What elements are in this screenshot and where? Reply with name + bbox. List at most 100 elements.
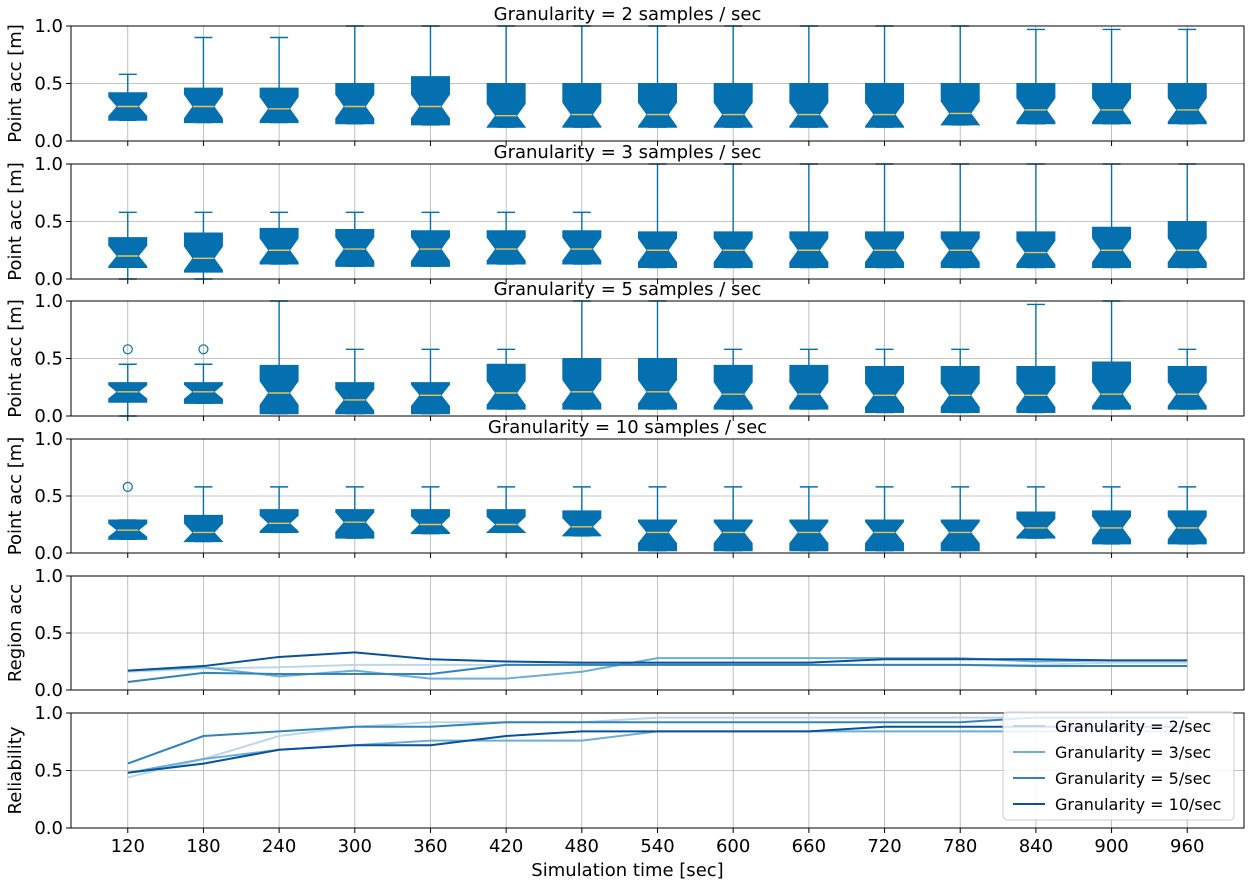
box-body (789, 83, 829, 128)
y-tick-label: 0.0 (34, 406, 63, 427)
box-840 (1016, 486, 1056, 539)
box-720 (865, 486, 905, 552)
box-body (486, 363, 526, 410)
box-body (335, 509, 375, 539)
box-600 (713, 25, 753, 128)
box-body (259, 509, 299, 533)
x-tick-label: 360 (413, 836, 447, 857)
box-960 (1167, 28, 1207, 125)
x-tick-label: 840 (1019, 836, 1053, 857)
box-720 (865, 163, 905, 269)
box-body (638, 358, 677, 410)
y-axis-label: Point acc [m] (5, 437, 26, 556)
box-body (108, 237, 148, 268)
box-body (410, 509, 450, 535)
box-300 (335, 25, 375, 125)
box-420 (486, 348, 526, 410)
box-body (1167, 221, 1207, 268)
box-540 (638, 163, 677, 269)
box-600 (713, 486, 753, 552)
y-axis-label: Reliability (5, 726, 26, 814)
y-tick-label: 1.0 (34, 16, 63, 37)
box-body (183, 514, 224, 543)
y-tick-label: 0.5 (34, 212, 63, 233)
legend-entry-4: Granularity = 10/sec (1055, 795, 1221, 814)
box-480 (562, 25, 602, 128)
x-tick-label: 660 (792, 836, 826, 857)
axes-frame (70, 438, 1245, 554)
y-axis-label: Point acc [m] (5, 299, 26, 418)
box-body (259, 87, 299, 124)
box-body (335, 229, 375, 267)
box-body (562, 358, 602, 410)
box-body (259, 227, 299, 265)
panel-1: 0.0 0.5 1.0 Point acc [m] Granularity = 2 sa… (5, 4, 1245, 152)
box-540 (638, 300, 677, 410)
x-tick-label: 900 (1094, 836, 1128, 857)
y-axis-label: Point acc [m] (5, 162, 26, 281)
box-body (940, 519, 980, 552)
box-900 (1092, 300, 1132, 410)
x-tick-label: 720 (867, 836, 901, 857)
panel-title: Granularity = 2 samples / sec (494, 4, 762, 25)
x-tick-label: 120 (111, 836, 145, 857)
legend-entry-3: Granularity = 5/sec (1055, 769, 1211, 788)
y-tick-label: 0.0 (34, 131, 63, 152)
box-420 (486, 25, 527, 128)
x-tick-label: 540 (640, 836, 674, 857)
box-body (638, 519, 677, 552)
box-840 (1016, 28, 1056, 125)
x-tick-label: 420 (489, 836, 523, 857)
box-body (940, 83, 981, 126)
box-540 (638, 25, 677, 128)
y-tick-label: 0.0 (34, 680, 63, 701)
box-240 (259, 36, 299, 124)
panel-2: 0.0 0.5 1.0 Point acc [m] Granularity = 3 sa… (5, 142, 1245, 290)
box-900 (1092, 486, 1132, 545)
box-body (183, 87, 223, 124)
y-tick-label: 0.5 (34, 623, 63, 644)
panel-4: 0.0 0.5 1.0 Point acc [m] Granularity = 10 s… (5, 417, 1245, 564)
box-840 (1016, 163, 1056, 269)
box-body (1167, 83, 1207, 125)
box-body (638, 83, 677, 128)
box-780 (940, 25, 981, 126)
box-body (1167, 366, 1207, 410)
x-tick-label: 960 (1170, 836, 1204, 857)
box-600 (713, 348, 753, 410)
box-body (562, 230, 602, 265)
box-body (713, 83, 753, 128)
box-360 (410, 348, 450, 415)
x-tick-label: 780 (943, 836, 977, 857)
y-tick-label: 0.0 (34, 543, 63, 564)
box-660 (789, 348, 829, 410)
y-axis-label: Region acc (5, 584, 26, 682)
box-660 (789, 486, 829, 552)
box-300 (335, 211, 375, 268)
box-body (410, 382, 450, 415)
box-body (865, 366, 905, 414)
y-tick-label: 0.0 (34, 269, 63, 290)
box-720 (865, 348, 905, 414)
box-body (183, 232, 223, 273)
box-180 (183, 36, 223, 124)
flier-point (198, 344, 209, 355)
panel-3: 0.0 0.5 1.0 Point acc [m] Granularity = 5 sa… (5, 279, 1245, 427)
box-body (789, 519, 829, 552)
box-120 (108, 211, 148, 280)
box-body (335, 382, 375, 415)
box-body (259, 364, 299, 415)
box-960 (1167, 486, 1207, 545)
box-body (562, 83, 602, 128)
box-900 (1092, 28, 1132, 125)
box-240 (259, 300, 299, 415)
box-600 (713, 163, 753, 269)
box-900 (1092, 163, 1132, 269)
box-300 (335, 486, 375, 539)
box-780 (940, 348, 980, 414)
y-tick-label: 1.0 (34, 703, 63, 724)
box-body (789, 364, 829, 410)
panel-title: Granularity = 3 samples / sec (494, 142, 762, 163)
box-body (865, 83, 905, 128)
series-line-3 (127, 663, 1188, 684)
